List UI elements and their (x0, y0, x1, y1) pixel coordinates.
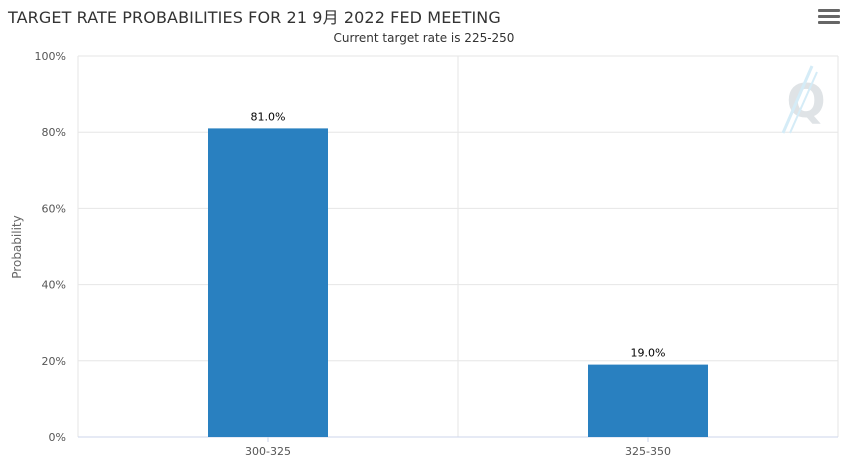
y-tick-label: 100% (35, 50, 66, 63)
bar-325-350[interactable] (588, 364, 708, 437)
x-tick-label: 300-325 (245, 445, 291, 458)
x-tick-label: 325-350 (625, 445, 671, 458)
chart-title: TARGET RATE PROBABILITIES FOR 21 9月 2022… (8, 8, 501, 27)
grid-lines (77, 55, 839, 438)
x-axis-tick-labels: 300-325 325-350 (245, 437, 671, 458)
hamburger-menu-icon[interactable] (818, 9, 840, 29)
data-label: 81.0% (251, 110, 286, 123)
chart-subtitle: Current target rate is 225-250 (333, 31, 515, 45)
y-axis-tick-labels: 0% 20% 40% 60% 80% 100% (35, 50, 66, 444)
y-axis-title: Probability (10, 215, 24, 278)
y-tick-label: 60% (42, 202, 66, 215)
y-tick-label: 40% (42, 279, 66, 292)
y-tick-label: 20% (42, 355, 66, 368)
bars: 81.0% 19.0% (208, 110, 708, 437)
bar-300-325[interactable] (208, 128, 328, 437)
data-label: 19.0% (631, 347, 666, 360)
q-logo-icon: Q (781, 65, 826, 134)
y-tick-label: 80% (42, 126, 66, 139)
y-tick-label: 0% (49, 431, 66, 444)
